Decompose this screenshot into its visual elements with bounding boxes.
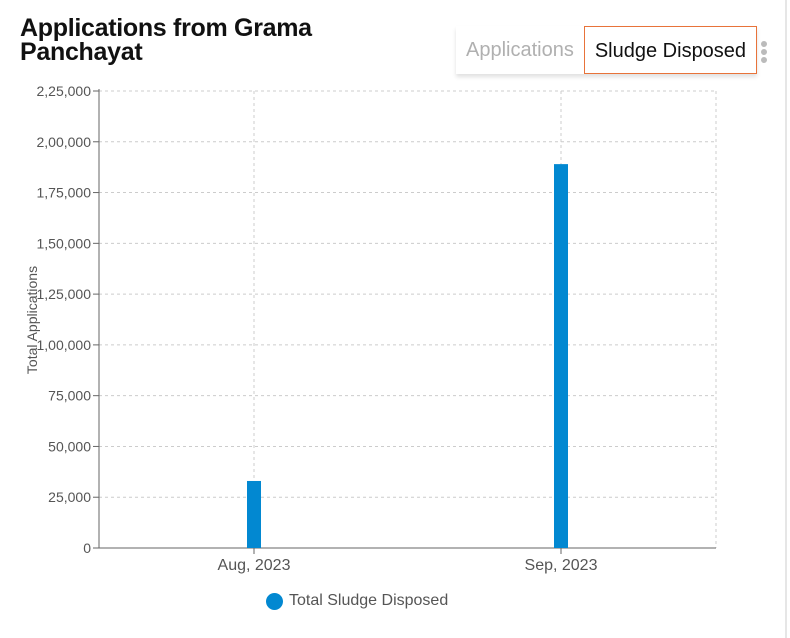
x-tick-label: Sep, 2023: [525, 557, 598, 574]
y-tick-label: 2,00,000: [37, 134, 92, 150]
y-tick-label: 50,000: [48, 438, 91, 454]
kebab-vertical-icon[interactable]: [761, 41, 767, 65]
bar: [247, 480, 261, 548]
y-tick-label: 25,000: [48, 489, 91, 505]
y-axis-label: Total Applications: [24, 266, 40, 374]
legend-swatch: [266, 592, 283, 610]
panel-border: [785, 0, 787, 638]
y-tick-label: 2,25,000: [37, 83, 92, 99]
bar: [554, 164, 568, 548]
legend[interactable]: Total Sludge Disposed: [266, 592, 448, 610]
tab-sludge-disposed[interactable]: Sludge Disposed: [583, 26, 758, 74]
tab-bar: Applications Sludge Disposed: [456, 26, 758, 74]
page-title: Applications from Grama Panchayat: [20, 14, 312, 66]
x-tick-label: Aug, 2023: [218, 557, 291, 574]
y-tick-label: 1,25,000: [37, 286, 92, 302]
legend-label: Total Sludge Disposed: [289, 592, 449, 609]
y-tick-label: 1,50,000: [37, 235, 92, 251]
y-tick-label: 1,00,000: [37, 337, 92, 353]
y-tick-label: 1,75,000: [37, 185, 92, 201]
y-tick-label: 0: [83, 540, 91, 556]
y-tick-label: 75,000: [48, 388, 91, 404]
tab-applications[interactable]: Applications: [466, 39, 574, 61]
